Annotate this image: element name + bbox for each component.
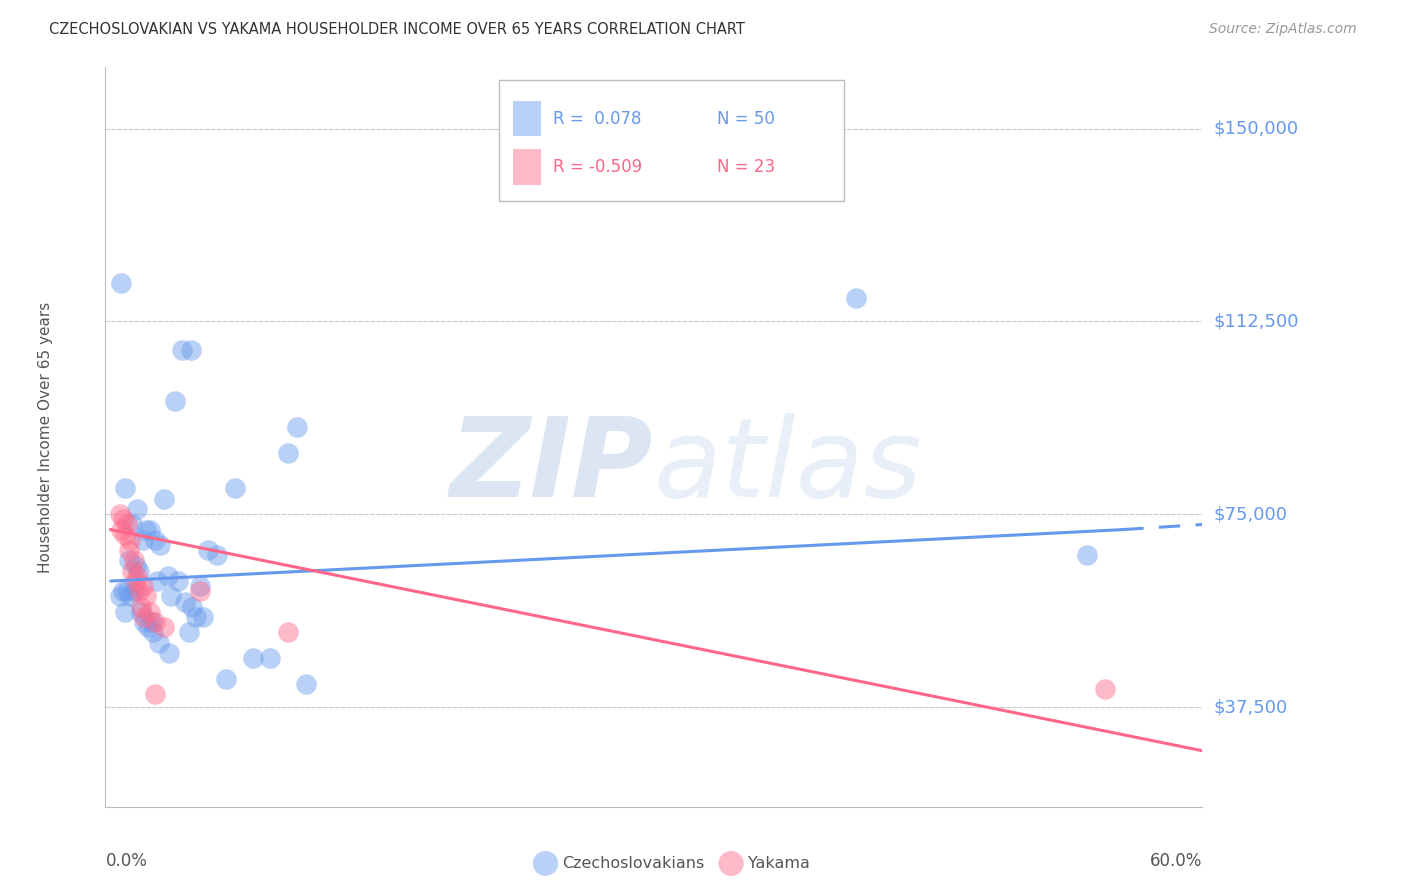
Point [110,276,132,290]
Point [188,584,211,599]
Point [110,523,132,537]
Point [121,564,143,578]
Point [129,599,152,614]
Point [160,590,183,604]
Point [122,584,145,599]
Point [141,615,163,630]
Point [181,599,204,614]
Point [148,636,170,650]
Point [108,507,131,521]
Point [295,677,318,691]
Point [120,533,142,547]
Point [127,502,149,516]
Text: R =  0.078: R = 0.078 [553,110,641,128]
Point [207,549,229,563]
Point [224,482,246,496]
Point [177,625,200,640]
Point [191,610,214,624]
Text: Source: ZipAtlas.com: Source: ZipAtlas.com [1209,22,1357,37]
Text: $112,500: $112,500 [1213,312,1299,330]
Point [128,564,150,578]
Point [285,419,308,434]
Text: N = 50: N = 50 [717,110,775,128]
Point [132,579,155,593]
Point [157,646,180,660]
Point [122,553,145,567]
Point [170,343,193,357]
Text: 60.0%: 60.0% [1150,852,1202,870]
Point [143,687,166,701]
Point [121,517,143,532]
Point [184,610,207,624]
Point [242,651,264,665]
Point [188,579,211,593]
Point [108,590,131,604]
Point [143,533,166,547]
Text: 0.0%: 0.0% [105,852,148,870]
Point [136,620,159,634]
Point [124,574,146,588]
Text: R = -0.509: R = -0.509 [553,158,641,176]
Text: atlas: atlas [654,413,922,520]
Text: ZIP: ZIP [450,413,654,520]
Point [128,584,150,599]
Text: Czechoslovakians: Czechoslovakians [562,856,704,871]
Point [143,615,166,630]
Point [153,620,176,634]
Point [115,517,138,532]
Point [146,574,169,588]
Point [277,445,299,459]
Point [845,291,868,305]
Text: $37,500: $37,500 [1213,698,1288,716]
Point [134,610,156,624]
Point [117,553,139,567]
Point [259,651,281,665]
Point [1076,549,1098,563]
Point [153,491,176,506]
Point [114,528,136,542]
Point [124,558,146,573]
Point [174,594,197,608]
Point [127,569,149,583]
Text: $75,000: $75,000 [1213,505,1288,524]
Point [114,482,136,496]
Point [114,605,136,619]
Text: Householder Income Over 65 years: Householder Income Over 65 years [38,301,52,573]
Point [215,672,238,686]
Point [163,394,186,409]
Point [197,543,219,558]
Point [115,584,138,599]
Point [134,615,156,630]
Point [112,584,135,599]
Point [132,533,155,547]
Point [149,538,172,552]
Text: CZECHOSLOVAKIAN VS YAKAMA HOUSEHOLDER INCOME OVER 65 YEARS CORRELATION CHART: CZECHOSLOVAKIAN VS YAKAMA HOUSEHOLDER IN… [49,22,745,37]
Point [156,569,179,583]
Text: Yakama: Yakama [748,856,810,871]
Point [139,605,162,619]
Point [167,574,190,588]
Point [135,590,157,604]
Point [117,543,139,558]
Text: N = 23: N = 23 [717,158,775,176]
Point [112,512,135,526]
Point [139,523,162,537]
Point [135,523,157,537]
Point [120,590,142,604]
Point [277,625,299,640]
Point [129,605,152,619]
Point [142,625,165,640]
Point [1094,681,1116,696]
Point [180,343,202,357]
Text: $150,000: $150,000 [1213,120,1298,137]
